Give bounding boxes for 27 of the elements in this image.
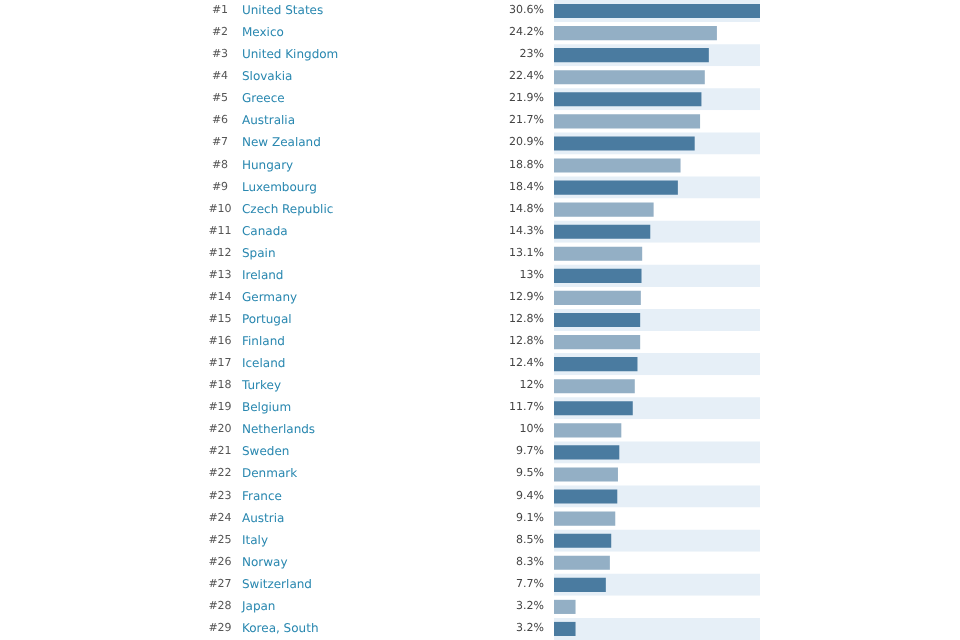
bar [554,335,641,350]
bar [554,577,606,592]
bar [554,246,643,261]
bar [554,599,576,614]
bar [554,445,620,460]
bar [554,202,654,217]
bar [554,268,642,283]
bar [554,489,618,504]
bar [554,312,641,328]
bar [554,379,635,394]
bar [554,224,651,239]
bar [554,92,702,107]
bar [554,70,705,85]
bar [554,423,622,438]
bar [554,357,638,372]
bar [554,114,701,129]
bar [554,180,678,195]
bar [554,621,576,637]
bar [554,290,641,305]
bar [554,48,709,63]
bar [554,467,618,482]
bar [554,136,695,151]
bar [554,533,612,548]
bar [554,511,616,526]
bar [554,401,633,416]
bar [554,555,610,570]
bar [554,158,681,173]
